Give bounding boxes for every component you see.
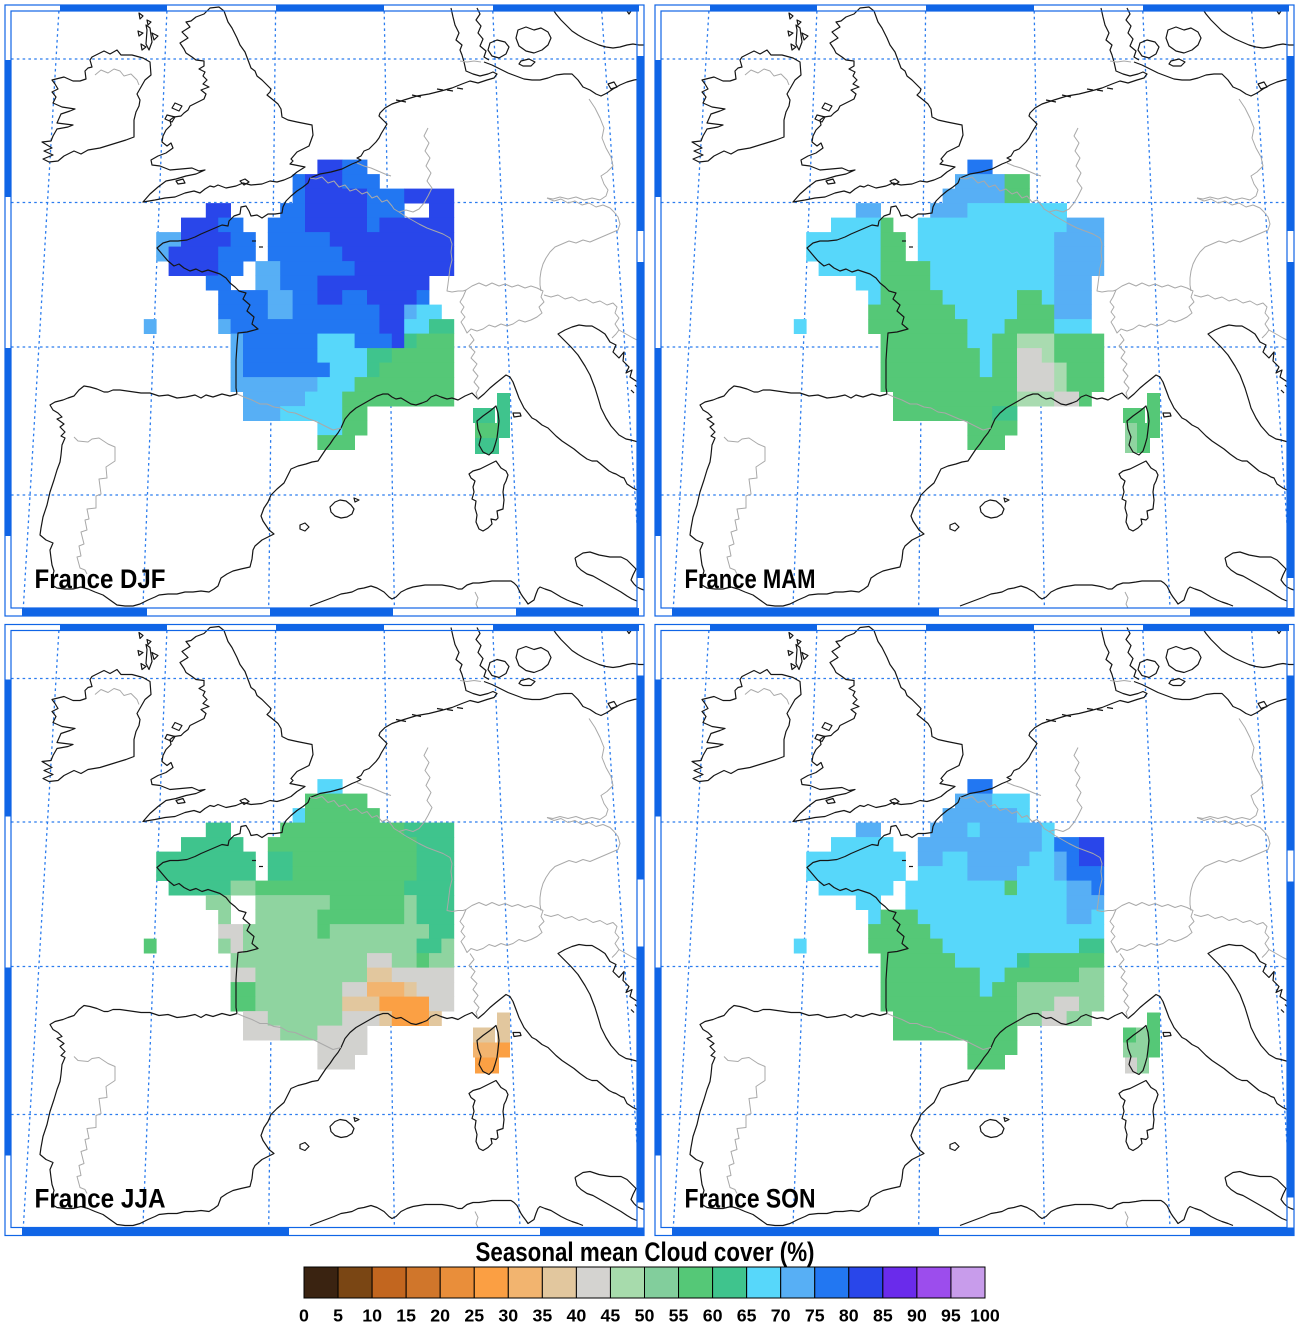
svg-text:70: 70 [771, 1306, 791, 1326]
svg-text:75: 75 [805, 1306, 825, 1326]
svg-text:85: 85 [873, 1306, 893, 1326]
svg-text:Seasonal mean Cloud cover (%): Seasonal mean Cloud cover (%) [476, 1237, 815, 1267]
svg-text:40: 40 [567, 1306, 587, 1326]
svg-text:80: 80 [839, 1306, 859, 1326]
svg-text:65: 65 [737, 1306, 757, 1326]
svg-text:0: 0 [299, 1306, 309, 1326]
svg-text:10: 10 [362, 1306, 382, 1326]
svg-text:15: 15 [396, 1306, 416, 1326]
svg-text:France MAM: France MAM [685, 564, 816, 594]
svg-text:100: 100 [970, 1306, 1000, 1326]
svg-text:60: 60 [703, 1306, 723, 1326]
svg-text:50: 50 [635, 1306, 655, 1326]
svg-text:25: 25 [464, 1306, 484, 1326]
svg-text:55: 55 [669, 1306, 689, 1326]
svg-text:35: 35 [532, 1306, 552, 1326]
svg-text:20: 20 [430, 1306, 450, 1326]
svg-text:90: 90 [907, 1306, 927, 1326]
svg-text:France SON: France SON [685, 1184, 816, 1214]
svg-text:45: 45 [601, 1306, 621, 1326]
svg-text:95: 95 [941, 1306, 961, 1326]
svg-text:France DJF: France DJF [35, 564, 166, 594]
svg-text:France JJA: France JJA [35, 1184, 166, 1214]
svg-text:5: 5 [333, 1306, 343, 1326]
svg-text:30: 30 [498, 1306, 518, 1326]
